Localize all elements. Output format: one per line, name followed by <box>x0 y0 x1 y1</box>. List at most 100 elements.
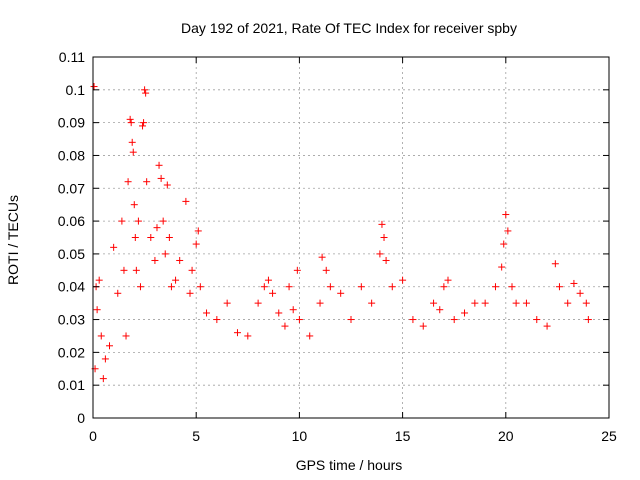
data-point <box>161 250 169 258</box>
y-tick-label: 0.07 <box>58 180 85 196</box>
data-point <box>357 283 365 291</box>
data-point <box>172 276 180 284</box>
x-axis-tick-labels: 0 5 10 15 20 25 <box>89 428 617 444</box>
data-point <box>110 243 118 251</box>
data-point <box>139 122 147 130</box>
data-point <box>122 332 130 340</box>
data-point <box>192 240 200 248</box>
data-point <box>186 289 194 297</box>
y-tick-label: 0 <box>77 410 85 426</box>
data-point <box>151 256 159 264</box>
data-point <box>142 89 150 97</box>
x-axis-label: GPS time / hours <box>296 457 403 473</box>
data-point <box>295 316 303 324</box>
y-tick-label: 0.03 <box>58 312 85 328</box>
data-point <box>101 355 109 363</box>
data-point <box>440 283 448 291</box>
data-point <box>570 279 578 287</box>
y-axis-label: ROTI / TECUs <box>5 195 21 285</box>
data-point <box>322 266 330 274</box>
data-points <box>90 83 592 383</box>
data-point <box>163 181 171 189</box>
data-point <box>120 266 128 274</box>
data-point <box>508 283 516 291</box>
data-point <box>136 283 144 291</box>
data-point <box>289 306 297 314</box>
data-point <box>131 234 139 241</box>
x-tick-label: 25 <box>601 428 617 444</box>
x-tick-label: 15 <box>395 428 411 444</box>
data-point <box>337 289 345 297</box>
data-point <box>285 283 293 291</box>
data-point <box>380 234 388 241</box>
data-point <box>347 316 355 324</box>
data-point <box>244 332 252 340</box>
data-point <box>114 289 122 297</box>
data-point <box>157 174 165 182</box>
y-tick-label: 0.06 <box>58 213 85 229</box>
data-point <box>147 234 155 241</box>
data-point <box>430 299 438 307</box>
data-point <box>269 289 277 297</box>
data-point <box>564 299 572 307</box>
data-point <box>444 276 452 284</box>
y-tick-label: 0.09 <box>58 115 85 131</box>
data-point <box>213 316 221 324</box>
data-point <box>165 234 173 241</box>
x-tick-label: 0 <box>89 428 97 444</box>
data-point <box>153 224 161 232</box>
data-point <box>533 316 541 324</box>
data-point <box>182 197 190 205</box>
y-tick-label: 0.08 <box>58 147 85 163</box>
y-tick-label: 0.01 <box>58 377 85 393</box>
data-point <box>130 201 138 209</box>
data-point <box>543 322 551 330</box>
y-tick-label: 0.02 <box>58 344 85 360</box>
data-point <box>264 276 272 284</box>
data-point <box>436 306 444 314</box>
data-point <box>95 276 103 284</box>
y-tick-label: 0.1 <box>66 82 86 98</box>
data-point <box>491 283 499 291</box>
data-point <box>368 299 376 307</box>
data-point <box>124 178 132 186</box>
data-point <box>306 332 314 340</box>
data-point <box>326 283 334 291</box>
y-tick-label: 0.11 <box>59 49 85 65</box>
data-point <box>97 332 105 340</box>
axis-ticks <box>92 56 610 419</box>
y-tick-label: 0.05 <box>58 246 85 262</box>
data-point <box>260 283 268 291</box>
data-point <box>196 283 204 291</box>
data-point <box>129 148 137 156</box>
data-point <box>194 227 202 235</box>
data-point <box>555 283 563 291</box>
data-point <box>316 299 324 307</box>
data-point <box>155 161 163 169</box>
data-point <box>223 299 231 307</box>
data-point <box>376 250 384 258</box>
chart-title: Day 192 of 2021, Rate Of TEC Index for r… <box>181 20 517 36</box>
data-point <box>450 316 458 324</box>
data-point <box>159 217 167 225</box>
x-tick-label: 10 <box>292 428 308 444</box>
x-tick-label: 5 <box>192 428 200 444</box>
data-point <box>481 299 489 307</box>
data-point <box>512 299 520 307</box>
data-point <box>471 299 479 307</box>
data-point <box>582 299 590 307</box>
data-point <box>504 227 512 235</box>
data-point <box>388 283 396 291</box>
data-point <box>143 178 151 186</box>
data-point <box>93 306 101 314</box>
data-point <box>141 86 149 94</box>
data-point <box>576 289 584 297</box>
data-point <box>522 299 530 307</box>
y-axis-tick-labels: 0 0.01 0.02 0.03 0.04 0.05 0.06 0.07 0.08 0.09 0.1… <box>58 49 85 426</box>
data-point <box>132 266 140 274</box>
data-point <box>409 316 417 324</box>
data-point <box>318 253 326 261</box>
grid-lines <box>93 57 609 418</box>
data-point <box>378 220 386 228</box>
